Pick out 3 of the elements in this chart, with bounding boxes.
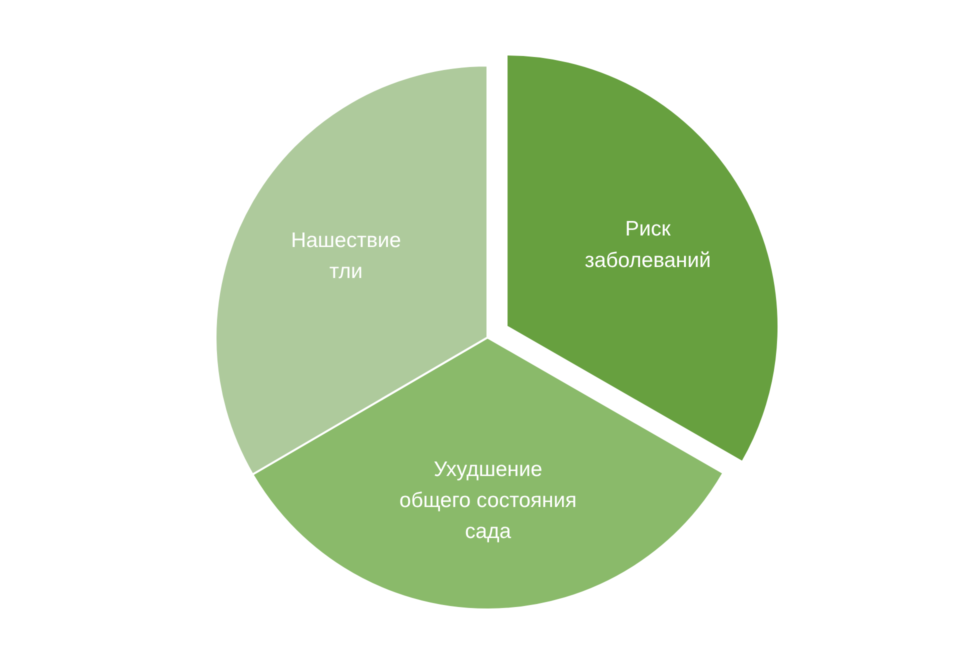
slice-label: Риск заболеваний — [584, 218, 711, 272]
slice-label: Ухудшение общего состояния сада — [399, 458, 577, 544]
slice-label: Нашествие тли — [290, 229, 402, 284]
